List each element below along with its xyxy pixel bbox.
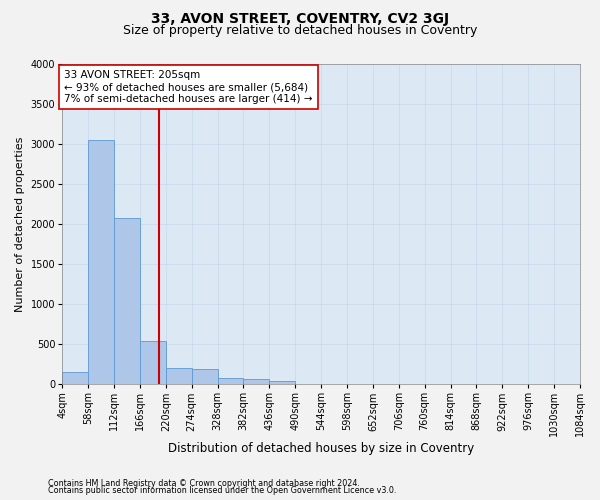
Bar: [114, 218, 140, 384]
Text: 33, AVON STREET, COVENTRY, CV2 3GJ: 33, AVON STREET, COVENTRY, CV2 3GJ: [151, 12, 449, 26]
Text: Contains HM Land Registry data © Crown copyright and database right 2024.: Contains HM Land Registry data © Crown c…: [48, 478, 360, 488]
Bar: [218, 378, 244, 384]
Bar: [88, 140, 114, 384]
Bar: [140, 340, 166, 384]
Text: Size of property relative to detached houses in Coventry: Size of property relative to detached ho…: [123, 24, 477, 37]
Text: Contains public sector information licensed under the Open Government Licence v3: Contains public sector information licen…: [48, 486, 397, 495]
Bar: [166, 368, 191, 384]
Y-axis label: Number of detached properties: Number of detached properties: [15, 136, 25, 312]
X-axis label: Distribution of detached houses by size in Coventry: Distribution of detached houses by size …: [168, 442, 474, 455]
Bar: [191, 368, 218, 384]
Bar: [244, 380, 269, 384]
Text: 33 AVON STREET: 205sqm
← 93% of detached houses are smaller (5,684)
7% of semi-d: 33 AVON STREET: 205sqm ← 93% of detached…: [64, 70, 313, 104]
Bar: [269, 380, 295, 384]
Bar: [62, 372, 88, 384]
